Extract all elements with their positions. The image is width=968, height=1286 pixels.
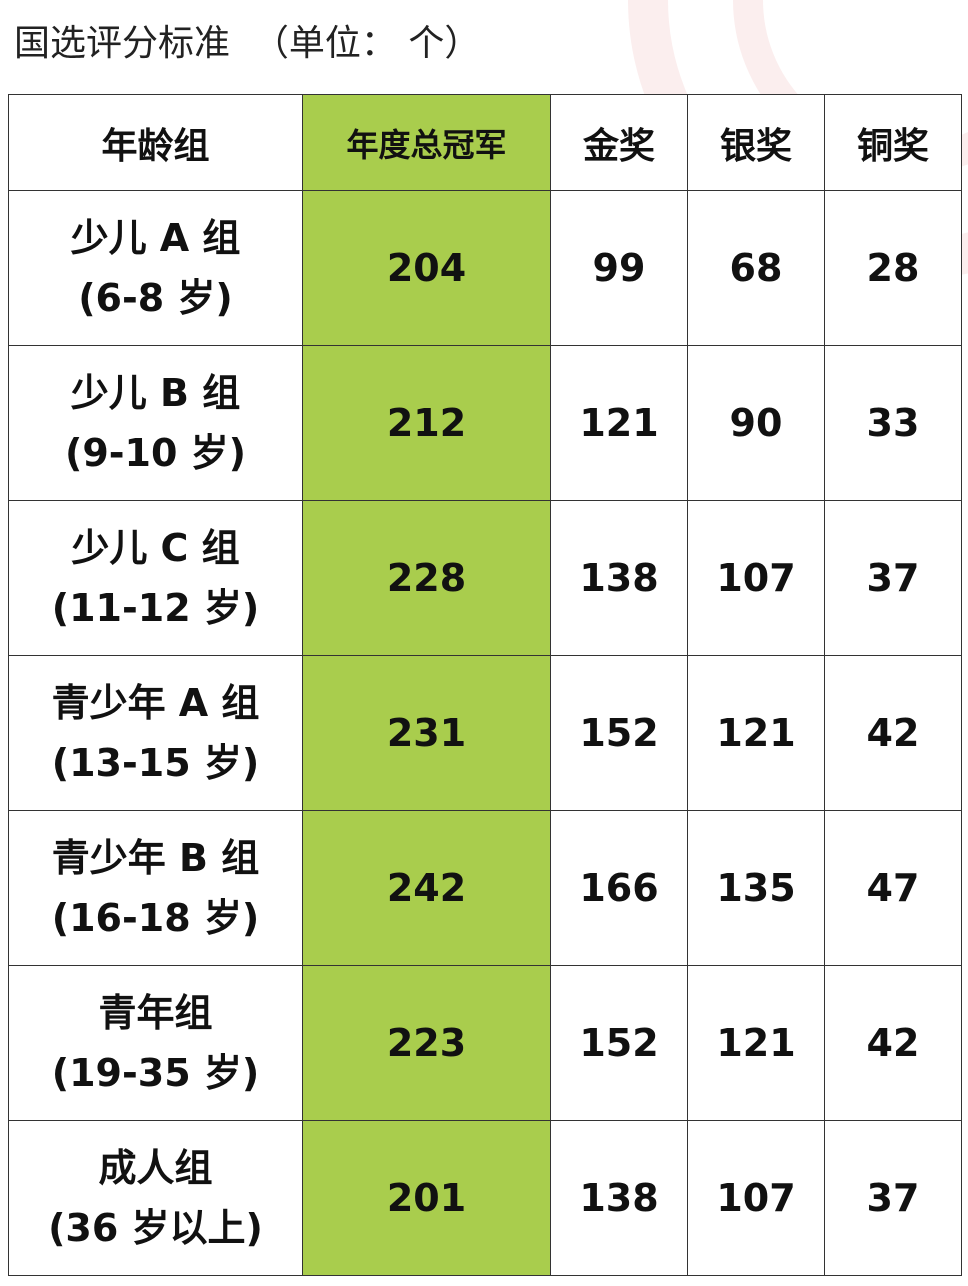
table-row: 少儿 A 组 (6-8 岁) 204 99 68 28 [8, 190, 962, 346]
age-range: (6-8 岁) [78, 276, 233, 320]
age-range: (16-18 岁) [51, 896, 260, 940]
age-range: (9-10 岁) [64, 431, 247, 475]
age-range: (11-12 岁) [51, 586, 260, 630]
champion-cell: 228 [302, 500, 551, 656]
gold-cell: 121 [550, 345, 688, 501]
table-row: 青少年 B 组 (16-18 岁) 242 166 135 47 [8, 810, 962, 966]
group-name: 青年组 [98, 991, 213, 1035]
gold-cell: 166 [550, 810, 688, 966]
group-name: 青少年 A 组 [51, 681, 260, 725]
header-silver: 银奖 [687, 94, 825, 191]
bronze-cell: 33 [824, 345, 962, 501]
bronze-cell: 28 [824, 190, 962, 346]
silver-cell: 121 [687, 965, 825, 1121]
group-name: 成人组 [98, 1146, 213, 1190]
group-name: 少儿 C 组 [71, 526, 240, 570]
silver-cell: 107 [687, 500, 825, 656]
group-name: 青少年 B 组 [51, 836, 260, 880]
bronze-cell: 37 [824, 1120, 962, 1276]
age-group-cell: 少儿 A 组 (6-8 岁) [8, 190, 303, 346]
header-age-group: 年龄组 [8, 94, 303, 191]
champion-cell: 201 [302, 1120, 551, 1276]
silver-cell: 90 [687, 345, 825, 501]
gold-cell: 138 [550, 1120, 688, 1276]
table-header-row: 年龄组 年度总冠军 金奖 银奖 铜奖 [8, 94, 962, 191]
gold-cell: 99 [550, 190, 688, 346]
age-group-cell: 少儿 B 组 (9-10 岁) [8, 345, 303, 501]
silver-cell: 107 [687, 1120, 825, 1276]
bronze-cell: 37 [824, 500, 962, 656]
group-name: 少儿 A 组 [70, 216, 241, 260]
table-row: 少儿 C 组 (11-12 岁) 228 138 107 37 [8, 500, 962, 656]
header-champion: 年度总冠军 [302, 94, 551, 191]
age-group-cell: 成人组 (36 岁以上) [8, 1120, 303, 1276]
gold-cell: 138 [550, 500, 688, 656]
bronze-cell: 42 [824, 965, 962, 1121]
gold-cell: 152 [550, 965, 688, 1121]
table-row: 青少年 A 组 (13-15 岁) 231 152 121 42 [8, 655, 962, 811]
champion-cell: 204 [302, 190, 551, 346]
bronze-cell: 47 [824, 810, 962, 966]
age-range: (13-15 岁) [51, 741, 260, 785]
bronze-cell: 42 [824, 655, 962, 811]
header-gold: 金奖 [550, 94, 688, 191]
header-bronze: 铜奖 [824, 94, 962, 191]
champion-cell: 242 [302, 810, 551, 966]
table-row: 成人组 (36 岁以上) 201 138 107 37 [8, 1120, 962, 1276]
table-row: 少儿 B 组 (9-10 岁) 212 121 90 33 [8, 345, 962, 501]
group-name: 少儿 B 组 [70, 371, 241, 415]
champion-cell: 212 [302, 345, 551, 501]
scoring-table: 年龄组 年度总冠军 金奖 银奖 铜奖 少儿 A 组 (6-8 岁) 204 99… [8, 94, 962, 1276]
age-group-cell: 少儿 C 组 (11-12 岁) [8, 500, 303, 656]
table-row: 青年组 (19-35 岁) 223 152 121 42 [8, 965, 962, 1121]
age-group-cell: 青少年 B 组 (16-18 岁) [8, 810, 303, 966]
age-range: (19-35 岁) [51, 1051, 260, 1095]
page-title: 国选评分标准 （单位： 个） [14, 23, 481, 64]
gold-cell: 152 [550, 655, 688, 811]
champion-cell: 223 [302, 965, 551, 1121]
silver-cell: 68 [687, 190, 825, 346]
champion-cell: 231 [302, 655, 551, 811]
age-range: (36 岁以上) [48, 1206, 263, 1250]
age-group-cell: 青年组 (19-35 岁) [8, 965, 303, 1121]
silver-cell: 121 [687, 655, 825, 811]
silver-cell: 135 [687, 810, 825, 966]
age-group-cell: 青少年 A 组 (13-15 岁) [8, 655, 303, 811]
